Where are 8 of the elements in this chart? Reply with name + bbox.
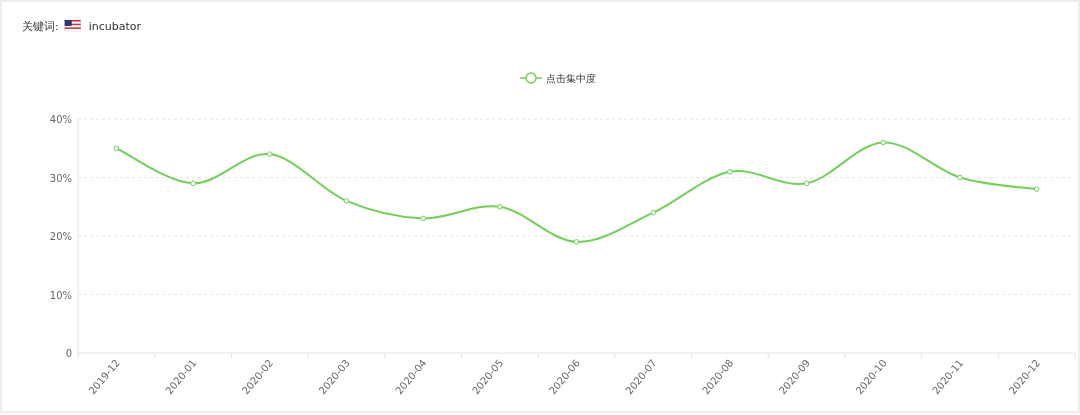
y-tick-label: 30% (49, 172, 72, 184)
chart-title: 关键词: (22, 20, 59, 33)
y-tick-label: 10% (49, 289, 72, 301)
y-tick-label: 20% (49, 231, 72, 242)
chart-subtitle: incubator (88, 20, 142, 33)
legend-label: 点击集中度 (546, 73, 596, 84)
y-tick-label: 40% (49, 114, 72, 125)
y-tick-label: 0 (65, 348, 72, 359)
